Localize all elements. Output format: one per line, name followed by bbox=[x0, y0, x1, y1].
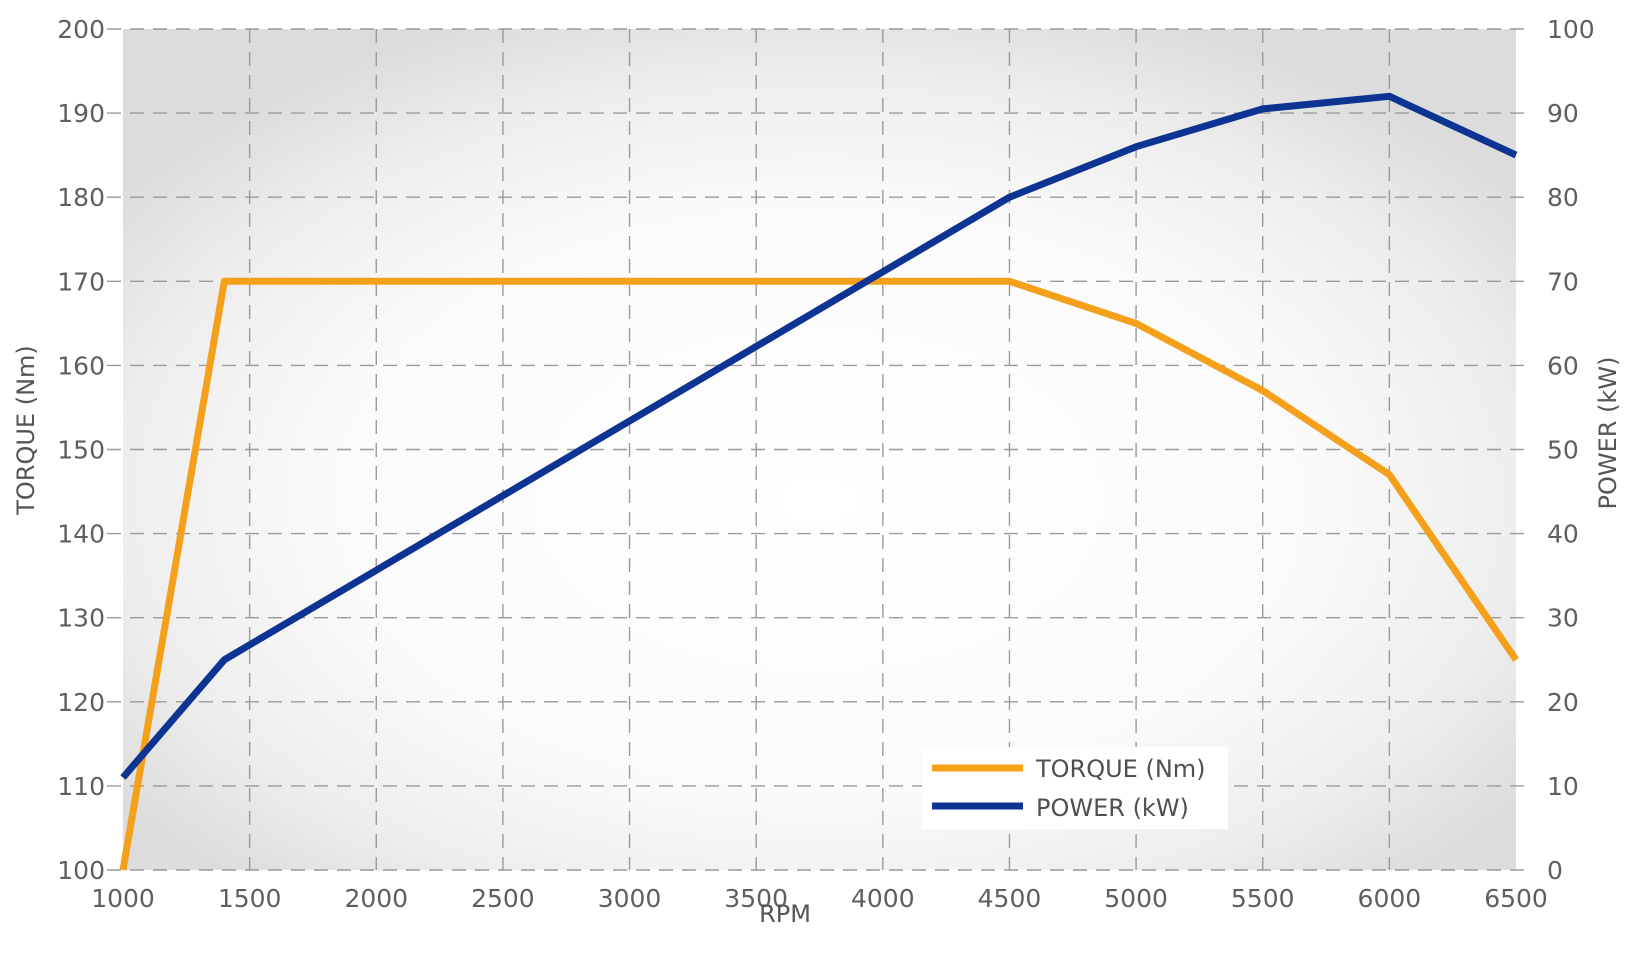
y-tick-label-110: 110 bbox=[57, 772, 105, 801]
x-tick-label-6000: 6000 bbox=[1358, 884, 1422, 913]
y2-tick-label-70: 70 bbox=[1547, 267, 1579, 296]
series-line-power bbox=[120, 92, 1518, 780]
x-tick-label-4500: 4500 bbox=[978, 884, 1042, 913]
x-tick-label-5000: 5000 bbox=[1104, 884, 1168, 913]
y2-tick-label-10: 10 bbox=[1547, 772, 1579, 801]
y2-tick-label-100: 100 bbox=[1547, 15, 1595, 44]
y-tick-label-190: 190 bbox=[57, 99, 105, 128]
x-axis-ticks: 1000 1500 2000 2500 3000 3500 4000 4500 5000 5500… bbox=[91, 884, 1548, 913]
grid bbox=[107, 28, 1532, 871]
y2-tick-label-90: 90 bbox=[1547, 99, 1579, 128]
x-tick-label-1500: 1500 bbox=[218, 884, 282, 913]
y-tick-label-200: 200 bbox=[57, 15, 105, 44]
y-tick-label-140: 140 bbox=[57, 520, 105, 549]
y2-tick-label-20: 20 bbox=[1547, 688, 1579, 717]
y-axis-right-ticks: 0 10 20 30 40 50 60 70 80 90 100 bbox=[1547, 15, 1595, 885]
legend-box bbox=[922, 747, 1228, 829]
series-line-torque bbox=[119, 277, 1519, 871]
y2-tick-label-80: 80 bbox=[1547, 183, 1579, 212]
series bbox=[119, 92, 1519, 871]
y2-tick-label-50: 50 bbox=[1547, 436, 1579, 465]
y2-tick-label-30: 30 bbox=[1547, 604, 1579, 633]
y-tick-label-170: 170 bbox=[57, 267, 105, 296]
x-tick-label-3500: 3500 bbox=[724, 884, 788, 913]
y2-tick-label-0: 0 bbox=[1547, 856, 1563, 885]
x-tick-label-6500: 6500 bbox=[1484, 884, 1548, 913]
legend-label-torque: TORQUE (Nm) bbox=[1035, 755, 1206, 783]
y-axis-left-title: TORQUE (Nm) bbox=[12, 345, 40, 516]
x-tick-label-5500: 5500 bbox=[1231, 884, 1295, 913]
x-axis-title: RPM bbox=[759, 900, 811, 928]
x-tick-label-2500: 2500 bbox=[471, 884, 535, 913]
legend: TORQUE (Nm) POWER (kW) bbox=[922, 747, 1228, 829]
y-tick-label-150: 150 bbox=[57, 436, 105, 465]
y-tick-label-100: 100 bbox=[57, 856, 105, 885]
y-tick-label-180: 180 bbox=[57, 183, 105, 212]
y-tick-label-130: 130 bbox=[57, 604, 105, 633]
y-axis-left-ticks: 100 110 120 130 140 150 160 170 180 190 200 bbox=[57, 15, 105, 885]
x-tick-label-2000: 2000 bbox=[344, 884, 408, 913]
x-tick-label-3000: 3000 bbox=[598, 884, 662, 913]
y-axis-right-title: POWER (kW) bbox=[1594, 357, 1622, 510]
y2-tick-label-60: 60 bbox=[1547, 351, 1579, 380]
y2-tick-label-40: 40 bbox=[1547, 520, 1579, 549]
legend-label-power: POWER (kW) bbox=[1036, 794, 1189, 822]
x-tick-label-1000: 1000 bbox=[91, 884, 155, 913]
y-tick-label-160: 160 bbox=[57, 351, 105, 380]
x-tick-label-4000: 4000 bbox=[851, 884, 915, 913]
y-tick-label-120: 120 bbox=[57, 688, 105, 717]
